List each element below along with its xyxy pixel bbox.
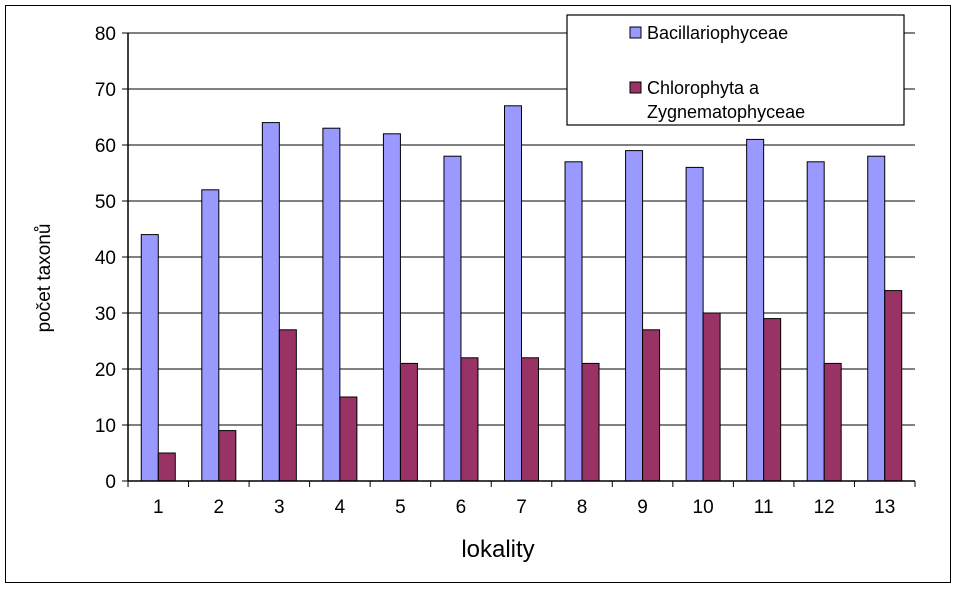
bar-chlorophyta-8 — [581, 362, 600, 482]
bar-bacillariophyceae-9 — [625, 150, 644, 482]
bar-bacillariophyceae-10 — [685, 166, 704, 482]
y-tick-label: 30 — [95, 304, 116, 325]
bar-bacillariophyceae-8 — [564, 161, 583, 482]
bar-bacillariophyceae-3 — [261, 122, 280, 482]
bar-chlorophyta-4 — [339, 396, 358, 482]
bar-chlorophyta-7 — [521, 357, 539, 482]
y-tick-label: 80 — [95, 24, 116, 45]
x-tick-label: 7 — [516, 497, 527, 518]
x-tick-label: 2 — [214, 497, 225, 518]
y-tick-label: 70 — [95, 80, 116, 101]
y-tick-label: 40 — [95, 248, 116, 269]
bar-chlorophyta-12 — [823, 362, 842, 482]
x-tick-label: 8 — [577, 497, 588, 518]
y-tick-label: 20 — [95, 360, 116, 381]
bar-chlorophyta-6 — [460, 357, 479, 482]
bar-chlorophyta-10 — [702, 312, 721, 482]
legend: Bacillariophyceae Chlorophyta a Zygnematop… — [566, 14, 905, 126]
legend-box — [566, 14, 905, 126]
x-tick-label: 3 — [274, 497, 285, 518]
x-tick-label: 6 — [456, 497, 467, 518]
bar-bacillariophyceae-1 — [140, 234, 159, 482]
bar-chlorophyta-2 — [218, 430, 237, 482]
x-tick-labels: 1 2 3 4 5 6 7 8 9 10 11 12 13 — [153, 497, 895, 518]
legend-swatch-bacillariophyceae — [629, 26, 642, 39]
bar-bacillariophyceae-5 — [382, 133, 401, 482]
x-tick-label: 10 — [693, 497, 714, 518]
x-tick-label: 4 — [335, 497, 346, 518]
bar-chlorophyta-11 — [763, 318, 782, 482]
x-tick-label: 13 — [874, 497, 895, 518]
bar-chlorophyta-9 — [642, 329, 661, 482]
y-tick-label: 50 — [95, 192, 116, 213]
x-tick-label: 5 — [395, 497, 406, 518]
y-tick-label: 60 — [95, 136, 116, 157]
bar-chlorophyta-1 — [157, 452, 176, 482]
bar-chlorophyta-5 — [399, 362, 418, 482]
legend-label-chlorophyta-line: Zygnematophyceae — [647, 102, 805, 122]
y-tick-label: 10 — [95, 416, 116, 437]
bar-bacillariophyceae-12 — [806, 161, 825, 482]
x-tick-label: 9 — [637, 497, 648, 518]
x-tick-label: 12 — [814, 497, 835, 518]
axes — [122, 32, 916, 487]
y-axis-label: počet taxonů — [34, 224, 55, 333]
bar-chlorophyta-3 — [278, 329, 297, 482]
x-axis-label: lokality — [461, 536, 534, 563]
bar-bacillariophyceae-6 — [443, 155, 462, 482]
y-tick-labels: 0 10 20 30 40 50 60 70 80 — [95, 24, 116, 493]
bar-bacillariophyceae-4 — [322, 127, 341, 482]
bars — [140, 105, 903, 482]
x-tick-label: 11 — [754, 497, 774, 518]
legend-label-chlorophyta-line: Chlorophyta a — [647, 78, 760, 98]
legend-swatch-chlorophyta — [629, 81, 642, 94]
bar-bacillariophyceae-11 — [746, 138, 765, 482]
x-tick-label: 1 — [153, 497, 164, 518]
bar-bacillariophyceae-7 — [504, 105, 522, 482]
bar-bacillariophyceae-2 — [201, 189, 220, 482]
legend-label-bacillariophyceae: Bacillariophyceae — [647, 23, 788, 43]
y-tick-label: 0 — [105, 472, 116, 493]
bar-chlorophyta-13 — [884, 290, 903, 482]
bar-bacillariophyceae-13 — [867, 155, 886, 482]
